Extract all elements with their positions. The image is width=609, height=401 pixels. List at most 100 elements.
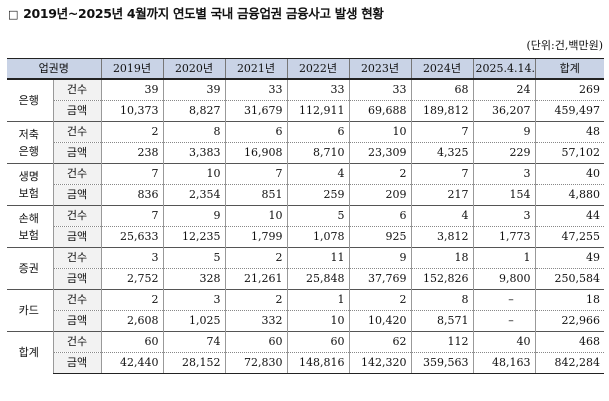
table-cell: 189,812 bbox=[410, 100, 473, 122]
table-cell: 7 bbox=[100, 163, 163, 185]
table-cell: 10,373 bbox=[100, 100, 163, 122]
table-cell: 459,497 bbox=[534, 100, 604, 122]
table-cell: 3,383 bbox=[162, 142, 225, 164]
table-cell: – bbox=[472, 310, 535, 332]
sector-name: 카드 bbox=[7, 289, 53, 332]
table-cell: 23,309 bbox=[348, 142, 411, 164]
row-label-count: 건수 bbox=[52, 121, 101, 143]
table-cell: 18 bbox=[410, 247, 473, 269]
table-cell: 5 bbox=[162, 247, 225, 269]
sector-name: 은행 bbox=[7, 78, 53, 122]
table-cell: 154 bbox=[472, 184, 535, 206]
sector-name: 증권 bbox=[7, 247, 53, 290]
table-cell: 6 bbox=[224, 121, 287, 143]
table-cell: 2,608 bbox=[100, 310, 163, 332]
table-row: 금액 238 3,383 16,908 8,710 23,309 4,325 229 57,10… bbox=[7, 142, 604, 164]
table-cell: 1 bbox=[286, 289, 349, 311]
sector-name: 합계 bbox=[7, 331, 53, 374]
table-cell: 18 bbox=[534, 289, 604, 311]
column-header: 2025.4.14. bbox=[472, 58, 535, 80]
table-cell: 5 bbox=[286, 205, 349, 227]
table-cell: 12,235 bbox=[162, 226, 225, 248]
table-cell: 925 bbox=[348, 226, 411, 248]
table-cell: 4,880 bbox=[534, 184, 604, 206]
table-cell: – bbox=[472, 289, 535, 311]
table-row: 금액 2,752 328 21,261 25,848 37,769 152,826 9,800… bbox=[7, 268, 604, 290]
table-cell: 238 bbox=[100, 142, 163, 164]
table-cell: 22,966 bbox=[534, 310, 604, 332]
table-cell: 269 bbox=[534, 78, 604, 101]
table-cell: 68 bbox=[410, 78, 473, 101]
table-cell: 21,261 bbox=[224, 268, 287, 290]
row-label-amount: 금액 bbox=[52, 226, 101, 248]
table-cell: 49 bbox=[534, 247, 604, 269]
table-cell: 33 bbox=[286, 78, 349, 101]
table-cell: 60 bbox=[224, 331, 287, 353]
table-row: 금액 42,440 28,152 72,830 148,816 142,320 359,56… bbox=[7, 352, 604, 374]
row-label-count: 건수 bbox=[52, 78, 101, 101]
table-cell: 112,911 bbox=[286, 100, 349, 122]
table-cell: 468 bbox=[534, 331, 604, 353]
table-cell: 9 bbox=[472, 121, 535, 143]
table-cell: 259 bbox=[286, 184, 349, 206]
table-cell: 142,320 bbox=[348, 352, 411, 374]
table-cell: 9 bbox=[348, 247, 411, 269]
column-header: 2022년 bbox=[286, 58, 349, 80]
table-cell: 7 bbox=[224, 163, 287, 185]
column-header-sector: 업권명 bbox=[7, 58, 101, 80]
table-cell: 112 bbox=[410, 331, 473, 353]
table-cell: 28,152 bbox=[162, 352, 225, 374]
table-cell: 40 bbox=[534, 163, 604, 185]
table-cell: 36,207 bbox=[472, 100, 535, 122]
table-cell: 328 bbox=[162, 268, 225, 290]
column-header: 2021년 bbox=[224, 58, 287, 80]
unit-note: (단위:건,백만원) bbox=[526, 39, 603, 52]
table-cell: 48,163 bbox=[472, 352, 535, 374]
row-label-count: 건수 bbox=[52, 205, 101, 227]
table-cell: 11 bbox=[286, 247, 349, 269]
table-cell: 4 bbox=[286, 163, 349, 185]
table-row: 합계 건수 60 74 60 60 62 112 40 468 bbox=[7, 331, 604, 374]
table-row: 금액 836 2,354 851 259 209 217 154 4,880 bbox=[7, 184, 604, 206]
table-cell: 69,688 bbox=[348, 100, 411, 122]
column-header: 합계 bbox=[534, 58, 604, 80]
table-cell: 62 bbox=[348, 331, 411, 353]
table-cell: 57,102 bbox=[534, 142, 604, 164]
table-cell: 2,752 bbox=[100, 268, 163, 290]
row-label-amount: 금액 bbox=[52, 100, 101, 122]
table-cell: 40 bbox=[472, 331, 535, 353]
table-cell: 217 bbox=[410, 184, 473, 206]
table-cell: 8,827 bbox=[162, 100, 225, 122]
table-cell: 25,633 bbox=[100, 226, 163, 248]
table-cell: 37,769 bbox=[348, 268, 411, 290]
table-cell: 31,679 bbox=[224, 100, 287, 122]
column-header: 2019년 bbox=[100, 58, 163, 80]
row-label-amount: 금액 bbox=[52, 142, 101, 164]
row-label-amount: 금액 bbox=[52, 310, 101, 332]
table-cell: 2,354 bbox=[162, 184, 225, 206]
sector-name: 저축 은행 bbox=[7, 121, 53, 164]
column-header: 2023년 bbox=[348, 58, 411, 80]
table-row: 생명 보험 건수 7 10 7 4 2 7 3 40 bbox=[7, 163, 604, 206]
row-label-amount: 금액 bbox=[52, 268, 101, 290]
table-cell: 10 bbox=[348, 121, 411, 143]
table-cell: 2 bbox=[100, 121, 163, 143]
table-cell: 1 bbox=[472, 247, 535, 269]
table-cell: 48 bbox=[534, 121, 604, 143]
table-cell: 1,078 bbox=[286, 226, 349, 248]
table-cell: 8,710 bbox=[286, 142, 349, 164]
table-cell: 250,584 bbox=[534, 268, 604, 290]
table-cell: 10,420 bbox=[348, 310, 411, 332]
table-cell: 74 bbox=[162, 331, 225, 353]
row-label-amount: 금액 bbox=[52, 184, 101, 206]
table-cell: 7 bbox=[410, 121, 473, 143]
table-cell: 60 bbox=[286, 331, 349, 353]
table-cell: 836 bbox=[100, 184, 163, 206]
table-cell: 3,812 bbox=[410, 226, 473, 248]
table-cell: 1,799 bbox=[224, 226, 287, 248]
table-cell: 2 bbox=[348, 289, 411, 311]
table-cell: 4,325 bbox=[410, 142, 473, 164]
table-cell: 332 bbox=[224, 310, 287, 332]
table-cell: 3 bbox=[472, 163, 535, 185]
table-row: 저축 은행 건수 2 8 6 6 10 7 9 48 bbox=[7, 121, 604, 164]
